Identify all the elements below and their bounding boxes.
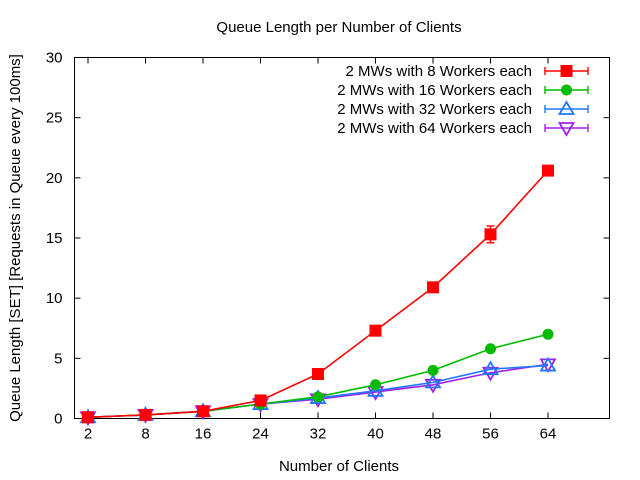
chart-title: Queue Length per Number of Clients: [216, 19, 461, 36]
data-point: [542, 164, 554, 177]
data-point: [139, 408, 152, 421]
data-point: [484, 228, 497, 241]
legend: 2 MWs with 8 Workers each 2 MWs with 16 W…: [337, 63, 589, 137]
data-point: [542, 328, 554, 340]
data-point: [427, 364, 439, 376]
data-point: [539, 356, 557, 372]
y-axis-label: Queue Length [SET] [Requests in Queue ev…: [7, 54, 24, 422]
x-tick-label: 24: [252, 426, 269, 443]
legend-label: 2 MWs with 32 Workers each: [337, 101, 532, 118]
data-point: [366, 382, 385, 397]
legend-entry: 2 MWs with 16 Workers each: [337, 82, 589, 99]
y-tick-label: 0: [54, 411, 62, 428]
x-tick-label: 32: [310, 426, 327, 443]
legend-marker: [561, 84, 572, 96]
y-tick-label: 10: [46, 290, 63, 307]
x-axis-label: Number of Clients: [279, 458, 399, 475]
data-point: [82, 411, 94, 424]
data-point: [481, 360, 500, 376]
data-point: [312, 391, 324, 403]
legend-label: 2 MWs with 8 Workers each: [346, 63, 532, 80]
x-tick-label: 8: [141, 426, 149, 443]
x-tick-label: 16: [195, 426, 212, 443]
legend-entry: 2 MWs with 64 Workers each: [337, 120, 589, 137]
x-tick-label: 48: [425, 426, 442, 443]
data-point: [369, 324, 382, 337]
x-tick-label: 64: [540, 426, 557, 443]
y-tick-label: 25: [46, 110, 63, 127]
x-tick-label: 40: [367, 426, 384, 443]
data-point: [370, 379, 381, 391]
y-tick-label: 15: [46, 230, 63, 247]
series-1: [82, 164, 554, 424]
legend-marker: [560, 65, 573, 77]
data-point: [485, 343, 496, 355]
legend-entry: 2 MWs with 8 Workers each: [346, 63, 589, 80]
data-point: [312, 367, 324, 380]
legend-marker: [557, 100, 576, 115]
data-point: [424, 373, 442, 389]
legend-marker: [557, 122, 576, 137]
data-point: [197, 405, 209, 418]
legend-entry: 2 MWs with 32 Workers each: [337, 100, 589, 118]
x-tick-label: 56: [482, 426, 499, 443]
legend-label: 2 MWs with 16 Workers each: [337, 82, 532, 99]
axis-ticks: 2 8 16 24 32 40 48 56 64 0 5 10 15 20 25 30: [46, 50, 610, 443]
series-layer: [79, 164, 557, 427]
y-tick-label: 5: [54, 350, 62, 367]
data-point: [424, 378, 442, 394]
y-tick-label: 30: [46, 50, 63, 67]
y-tick-label: 20: [46, 170, 63, 187]
data-point: [254, 394, 267, 407]
x-tick-label: 2: [84, 426, 92, 443]
data-point: [427, 281, 439, 294]
legend-label: 2 MWs with 64 Workers each: [337, 120, 532, 137]
series-line: [87, 170, 549, 419]
